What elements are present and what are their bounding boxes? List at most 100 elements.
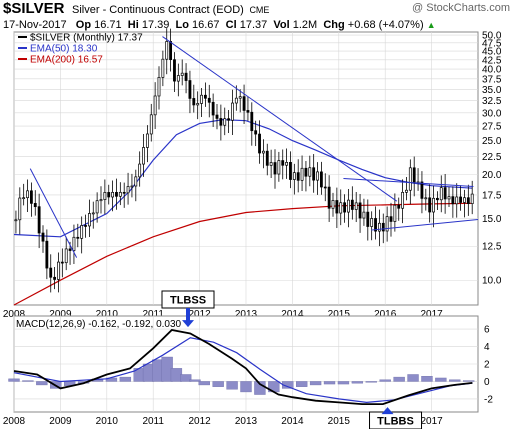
candle-body [223,118,227,126]
macd-y-tick-label: 4 [484,342,490,353]
price-y-tick-label: 10.0 [482,276,502,287]
candle-body [459,196,463,203]
candle-body [76,236,80,239]
macd-histogram-bar [212,381,224,387]
candle-body [323,186,327,189]
macd-histogram-bar [296,381,308,387]
candle-body [362,211,366,219]
candle-body [250,111,254,132]
candle-body [300,167,304,181]
trendline [29,168,78,258]
macd-x-tick-label: 2013 [235,416,258,427]
candle-body [238,96,242,99]
candle-body [29,190,33,204]
low-label: Lo [175,19,189,31]
candle-body [200,94,203,104]
macd-histogram-bar [226,381,238,390]
candle-body [281,160,285,166]
candle-body [397,204,401,209]
candle-body [347,199,350,213]
candle-body [443,187,447,200]
high-label: Hi [127,19,139,31]
candle-body [389,216,393,222]
price-x-tick-label: 2016 [374,309,397,320]
candle-body [145,133,149,148]
macd-histogram-bar [198,381,210,386]
trendline [343,177,474,188]
candle-body [463,197,466,203]
macd-x-tick-label: 2008 [3,416,26,427]
price-x-tick-label: 2015 [328,309,351,320]
candle-body [18,197,22,221]
macd-histogram-bar [22,380,34,382]
candle-body [466,197,470,205]
price-y-tick-label: 27.5 [482,122,502,133]
candle-body [432,197,435,213]
candle-body [354,202,358,210]
candle-body [169,41,173,61]
price-y-tick-label: 32.5 [482,96,502,107]
open-label: Op [75,19,92,31]
macd-line [13,329,473,405]
candle-body [439,187,443,201]
candle-body [45,240,49,269]
candle-body [41,232,45,242]
candle-body [103,192,107,200]
price-x-tick-label: 2009 [49,309,72,320]
candle-body [37,206,41,234]
candle-body [99,199,103,202]
candle-body [428,197,432,213]
candle-body [122,191,126,194]
candle-body [451,196,455,205]
price-x-tick-label: 2012 [188,309,211,320]
candle-body [273,162,277,175]
chart-title: $SILVER Silver - Continuous Contract (EO… [3,0,269,17]
candle-body [157,77,161,97]
macd-x-tick-label: 2010 [96,416,119,427]
macd-x-tick-label: 2012 [188,416,211,427]
macd-histogram-bar [240,381,252,393]
candle-body [331,200,335,209]
candle-body [289,162,292,180]
macd-histogram-bar [435,377,447,382]
candle-body [211,101,215,116]
candle-body [393,204,397,222]
candle-body [196,103,200,106]
price-y-tick-label: 12.5 [482,242,502,253]
candle-body [374,218,377,232]
candle-body [173,59,176,82]
candle-body [234,97,238,104]
macd-histogram-bar [309,381,322,386]
candle-body [142,147,145,165]
callout-label: TLBSS [170,295,206,307]
volume-value: 1.2M [292,19,318,31]
candle-body [316,171,319,181]
candle-body [277,160,281,175]
macd-histogram-bar [351,381,364,384]
price-x-tick-label: 2013 [235,309,258,320]
candle-body [138,163,142,178]
price-y-tick-label: 50.0 [482,31,502,42]
candle-body [246,110,250,113]
date-label: 17-Nov-2017 [3,19,67,31]
exchange-label: CME [249,5,270,15]
macd-histogram-bar [393,376,405,382]
price-y-tick-label: 25.0 [482,136,502,147]
candle-body [180,72,184,76]
candle-body [26,190,29,199]
macd-x-tick-label: 2011 [142,416,164,427]
candle-body [176,75,180,82]
candle-body [203,94,207,99]
macd-histogram-bar [449,379,461,382]
candle-body [327,186,331,209]
price-x-tick-label: 2008 [3,309,26,320]
candle-body [188,80,192,99]
trendline [162,36,398,202]
candle-body [447,196,451,200]
candle-body [64,248,68,264]
high-value: 17.39 [141,19,170,31]
macd-histogram-bar [337,381,350,385]
candle-body [292,172,296,180]
candle-body [358,202,362,219]
macd-y-tick-label: 6 [484,325,490,336]
